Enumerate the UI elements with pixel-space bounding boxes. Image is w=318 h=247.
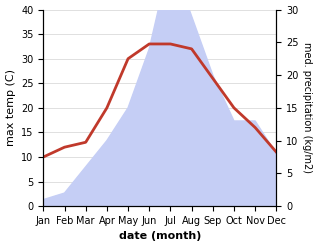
Y-axis label: max temp (C): max temp (C): [5, 69, 16, 146]
Y-axis label: med. precipitation (kg/m2): med. precipitation (kg/m2): [302, 42, 313, 173]
X-axis label: date (month): date (month): [119, 231, 201, 242]
